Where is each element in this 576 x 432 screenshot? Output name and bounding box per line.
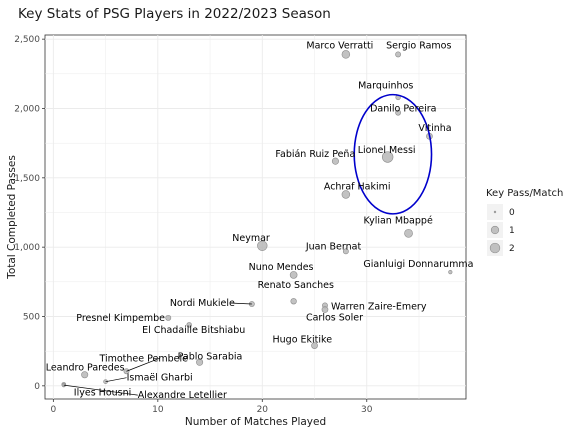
legend-title: Key Pass/Match [486, 188, 563, 199]
point-label: Danilo Pereira [370, 104, 436, 115]
point-label: Juan Bernat [305, 241, 362, 252]
point-label: Neymar [232, 233, 270, 244]
y-tick-label: 2,500 [14, 35, 40, 45]
data-point [341, 50, 351, 59]
data-point [165, 314, 172, 321]
data-point [395, 109, 402, 116]
y-tick-label: 1,500 [14, 174, 40, 184]
legend-label: 2 [509, 244, 515, 254]
data-point [381, 151, 394, 163]
y-tick-label: 500 [23, 312, 40, 322]
x-tick-label: 30 [361, 405, 373, 415]
y-tick-label: 0 [34, 382, 40, 392]
data-point [311, 342, 318, 349]
point-label: Ilyes Housni [74, 387, 131, 398]
point-label: Nuno Mendes [249, 262, 314, 273]
data-point [289, 271, 298, 279]
data-points [61, 50, 453, 388]
legend-key-point [493, 210, 497, 214]
data-point [395, 51, 402, 58]
data-point [186, 322, 192, 328]
point-label: Presnel Kimpembe [76, 313, 165, 324]
legend-label: 1 [509, 226, 515, 236]
point-label: Warren Zaire-Emery [331, 301, 427, 312]
point-label: Nordi Mukiele [170, 298, 235, 309]
point-labels: Marco Verratti Sergio Ramos Marquinhos Dani… [46, 40, 474, 401]
highlight-annotation [353, 93, 433, 215]
data-point [342, 248, 349, 255]
label-leader-line [229, 302, 252, 305]
y-axis-title: Total Completed Passes [6, 155, 18, 280]
data-point [404, 228, 413, 238]
x-axis-ticks: 0 10 20 30 [50, 399, 373, 415]
point-label: Achraf Hakimi [324, 181, 391, 192]
point-label: Pablo Sarabia [178, 351, 243, 362]
point-label: Timothee Pembele [98, 353, 188, 364]
point-label: Hugo Ekitike [273, 335, 333, 346]
point-label: Alexandre Letellier [138, 390, 227, 401]
chart-title: Key Stats of PSG Players in 2022/2023 Se… [18, 6, 331, 22]
label-leader-line [63, 384, 138, 396]
point-label: Sergio Ramos [386, 40, 451, 51]
data-point [321, 306, 329, 313]
data-point [81, 371, 89, 379]
point-label: Leandro Paredes [46, 363, 125, 374]
legend: Key Pass/Match 0 1 2 [486, 188, 563, 256]
point-label: Marquinhos [358, 80, 413, 91]
data-point [290, 298, 297, 305]
label-leader-line [105, 377, 127, 383]
x-axis-title: Number of Matches Played [185, 416, 326, 428]
point-label: Marco Verratti [306, 40, 373, 51]
data-point [196, 358, 204, 366]
point-label: Fabián Ruiz Peña [275, 149, 355, 160]
legend-label: 0 [509, 208, 515, 218]
grid-lines [45, 35, 466, 399]
y-tick-label: 1,000 [14, 243, 40, 253]
point-label: Ismaël Gharbi [127, 373, 193, 384]
data-point [257, 240, 268, 251]
data-point [331, 157, 339, 165]
plot-panel [44, 34, 467, 400]
point-label: Gianluigi Donnarumma [363, 259, 473, 270]
x-tick-label: 0 [50, 405, 56, 415]
label-leader-line [126, 357, 160, 372]
point-label: Lionel Messi [358, 145, 416, 156]
data-point [448, 270, 453, 275]
legend-key-point [489, 242, 501, 254]
highlight-circle [353, 93, 433, 215]
point-label: Kylian Mbappé [364, 215, 433, 226]
legend-key-point [490, 225, 500, 235]
point-label: Vitinha [418, 123, 451, 134]
y-axis-ticks: 0 500 1,000 1,500 2,000 2,500 [14, 35, 45, 392]
point-label: El Chadaille Bitshiabu [142, 325, 245, 336]
x-tick-label: 20 [257, 405, 269, 415]
point-label: Carlos Soler [306, 313, 363, 324]
point-label: Renato Sanches [258, 280, 334, 291]
y-tick-label: 2,000 [14, 104, 40, 114]
x-tick-label: 10 [152, 405, 164, 415]
data-point [341, 190, 351, 199]
